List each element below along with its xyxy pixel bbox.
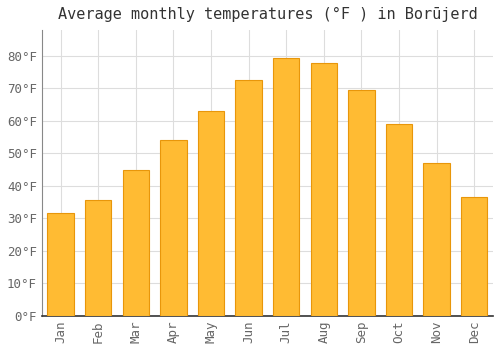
- Bar: [122, 170, 149, 316]
- Bar: [310, 63, 337, 316]
- Title: Average monthly temperatures (°F ) in Borūjerd: Average monthly temperatures (°F ) in Bo…: [58, 7, 478, 22]
- Bar: [424, 163, 450, 316]
- Bar: [48, 214, 74, 316]
- Bar: [461, 197, 487, 316]
- Bar: [198, 111, 224, 316]
- Bar: [386, 124, 412, 316]
- Bar: [85, 201, 112, 316]
- Bar: [348, 90, 374, 316]
- Bar: [160, 140, 186, 316]
- Bar: [273, 58, 299, 316]
- Bar: [236, 80, 262, 316]
